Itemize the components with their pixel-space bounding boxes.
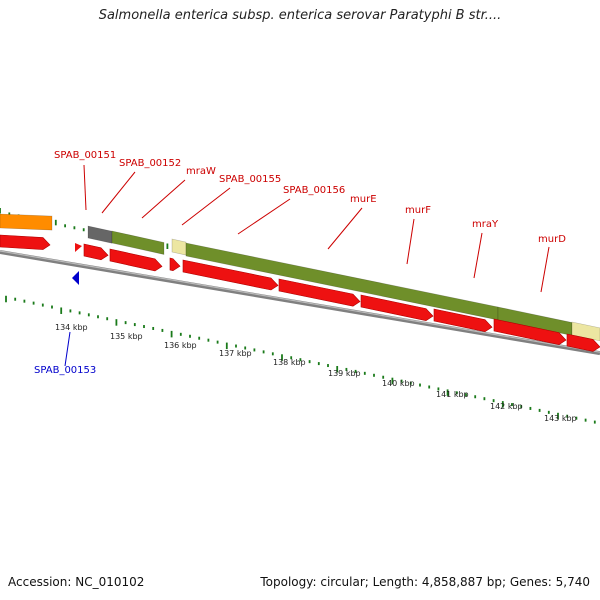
- scale-label: 136 kbp: [164, 341, 197, 350]
- gene-label: SPAB_00156: [283, 185, 345, 196]
- blue-gene-arrow: [72, 271, 79, 285]
- cds-arrow: [566, 333, 600, 352]
- cds-arrow: [83, 243, 109, 261]
- gene-label: mraY: [472, 219, 499, 230]
- olive-feature: [111, 230, 165, 255]
- gene-label: murE: [350, 194, 377, 205]
- label-layer: SPAB_00151SPAB_00152mraWSPAB_00155SPAB_0…: [34, 150, 577, 423]
- scale-label: 138 kbp: [273, 358, 306, 367]
- feature-tracks: [0, 213, 600, 352]
- gene-label: SPAB_00151: [54, 150, 116, 161]
- cds-arrow: [278, 278, 361, 307]
- cds-arrow: [109, 248, 163, 272]
- orange-feature: [0, 213, 53, 231]
- gene-leader-line: [83, 164, 87, 211]
- gene-label: SPAB_00152: [119, 158, 181, 169]
- scale-label: 135 kbp: [110, 332, 143, 341]
- cds-arrow: [493, 318, 567, 345]
- backbone-highlight: [0, 250, 600, 353]
- scale-label: 140 kbp: [382, 379, 415, 388]
- khaki-feature: [171, 238, 187, 256]
- gene-leader-line: [237, 198, 291, 235]
- gene-leader-line: [406, 218, 415, 265]
- gray-feature: [87, 225, 113, 244]
- cds-arrow: [169, 257, 181, 272]
- gene-leader-line: [473, 232, 483, 279]
- scale-label: 141 kbp: [436, 390, 469, 399]
- gene-label: murD: [538, 234, 566, 245]
- scale-label: 139 kbp: [328, 369, 361, 378]
- scale-label: 134 kbp: [55, 323, 88, 332]
- gene-label: SPAB_00153: [34, 365, 96, 376]
- gene-leader-line: [181, 187, 231, 226]
- backbone-line: [0, 250, 600, 356]
- gene-leader-line: [101, 171, 136, 214]
- scale-label: 142 kbp: [490, 402, 523, 411]
- map-title: Salmonella enterica subsp. enterica sero…: [98, 8, 502, 23]
- accession-text: Accession: NC_010102: [8, 575, 145, 589]
- backbone-layer: [0, 250, 600, 356]
- gene-label: murF: [405, 205, 431, 216]
- scale-label: 137 kbp: [219, 349, 252, 358]
- cds-arrow: [182, 259, 279, 291]
- khaki-feature: [571, 321, 600, 342]
- cds-arrow: [0, 234, 51, 250]
- cds-arrow: [75, 243, 82, 252]
- gene-label: mraW: [186, 166, 216, 177]
- gene-leader-line: [64, 331, 71, 367]
- gene-label: SPAB_00155: [219, 174, 281, 185]
- gene-leader-line: [540, 246, 550, 293]
- gene-leader-line: [141, 179, 186, 219]
- cds-arrow: [433, 308, 493, 333]
- cds-arrow: [360, 294, 434, 321]
- scale-label: 143 kbp: [544, 414, 577, 423]
- topology-text: Topology: circular; Length: 4,858,887 bp…: [260, 575, 590, 589]
- gene-leader-line: [327, 207, 363, 250]
